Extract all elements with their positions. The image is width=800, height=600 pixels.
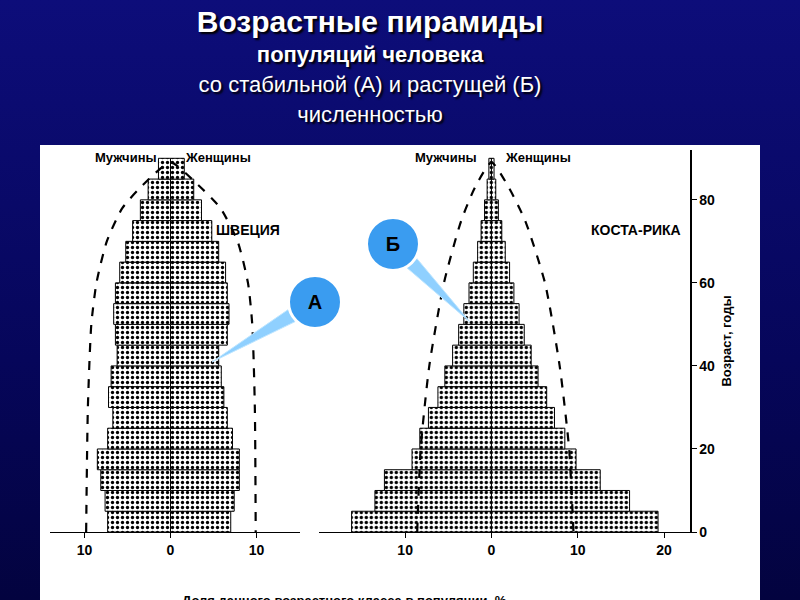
- html-text:численностью: численностью: [297, 102, 443, 127]
- html-text:А: А: [307, 291, 323, 313]
- svg-text:Возраст, годы: Возраст, годы: [719, 296, 734, 387]
- svg-text:20: 20: [699, 441, 715, 457]
- html-text:Б: Б: [385, 233, 401, 255]
- svg-text:Доля данного возрастного класс: Доля данного возрастного класса в популя…: [182, 593, 507, 600]
- svg-text:Женщины: Женщины: [505, 150, 571, 165]
- svg-text:20: 20: [656, 542, 672, 558]
- svg-text:10: 10: [249, 542, 265, 558]
- html-text:со стабильной (А) и растущей (: со стабильной (А) и растущей (Б): [198, 72, 542, 97]
- svg-text:0: 0: [488, 542, 496, 558]
- svg-text:0: 0: [699, 524, 707, 540]
- html-text:Возрастные пирамиды: Возрастные пирамиды: [196, 5, 544, 38]
- svg-text:0: 0: [167, 542, 175, 558]
- svg-text:60: 60: [699, 275, 715, 291]
- svg-text:10: 10: [77, 542, 93, 558]
- svg-text:80: 80: [699, 192, 715, 208]
- svg-text:Женщины: Женщины: [185, 150, 251, 165]
- svg-text:Мужчины: Мужчины: [415, 150, 477, 165]
- svg-text:10: 10: [570, 542, 586, 558]
- svg-text:Мужчины: Мужчины: [95, 150, 157, 165]
- svg-text:10: 10: [397, 542, 413, 558]
- svg-text:ШВЕЦИЯ: ШВЕЦИЯ: [216, 222, 280, 238]
- svg-text:КОСТА-РИКА: КОСТА-РИКА: [591, 222, 681, 238]
- svg-text:40: 40: [699, 358, 715, 374]
- html-text:популяций человека: популяций человека: [256, 42, 484, 67]
